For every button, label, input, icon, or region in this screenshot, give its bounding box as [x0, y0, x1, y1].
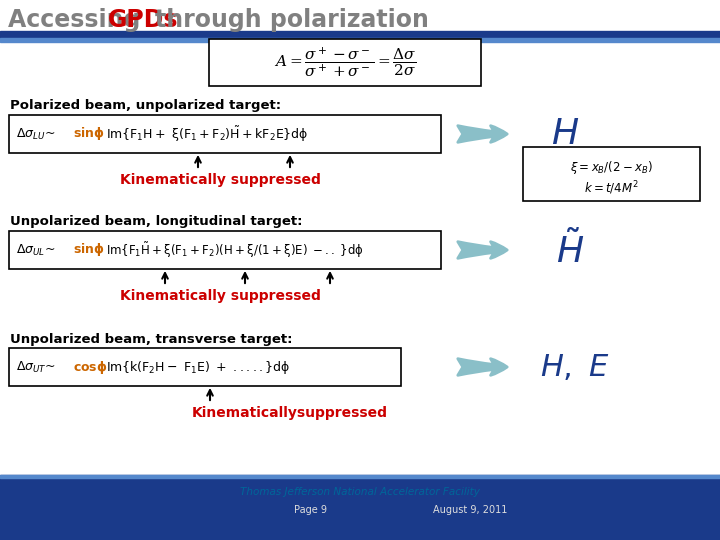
Text: through polarization: through polarization: [155, 8, 429, 32]
Text: Accessing: Accessing: [8, 8, 148, 32]
Text: $\mathbf{sin\phi}$: $\mathbf{sin\phi}$: [73, 125, 104, 143]
Text: $\Delta\sigma_{UL}$~: $\Delta\sigma_{UL}$~: [16, 242, 55, 258]
Text: $\tilde{H}$: $\tilde{H}$: [556, 230, 584, 270]
Bar: [0, 38, 720, 42]
Text: $\Delta\sigma_{UT}$~: $\Delta\sigma_{UT}$~: [16, 360, 55, 375]
Bar: [0, 31, 720, 38]
Text: $A = \dfrac{\sigma^+ - \sigma^-}{\sigma^+ + \sigma^-} = \dfrac{\Delta\sigma}{2\s: $A = \dfrac{\sigma^+ - \sigma^-}{\sigma^…: [274, 45, 416, 79]
Bar: [0, 475, 720, 478]
Text: GPDs: GPDs: [108, 8, 179, 32]
Text: Thomas Jefferson National Accelerator Facility: Thomas Jefferson National Accelerator Fa…: [240, 487, 480, 497]
Text: August 9, 2011: August 9, 2011: [433, 505, 507, 515]
Text: Unpolarized beam, transverse target:: Unpolarized beam, transverse target:: [10, 334, 292, 347]
FancyBboxPatch shape: [9, 115, 441, 153]
Text: $k = t/4M^2$: $k = t/4M^2$: [584, 179, 639, 197]
Text: $\mathrm{Im\{k(F_2H-\ F_1E)\ +\ .....\}d\phi}$: $\mathrm{Im\{k(F_2H-\ F_1E)\ +\ .....\}d…: [106, 359, 290, 375]
Bar: [0, 475, 720, 540]
Text: Polarized beam, unpolarized target:: Polarized beam, unpolarized target:: [10, 98, 281, 111]
Text: Kinematically suppressed: Kinematically suppressed: [120, 173, 320, 187]
FancyBboxPatch shape: [209, 39, 481, 86]
Text: $\mathbf{sin\phi}$: $\mathbf{sin\phi}$: [73, 241, 104, 259]
FancyBboxPatch shape: [9, 231, 441, 269]
Text: $\Delta\sigma_{LU}$~: $\Delta\sigma_{LU}$~: [16, 126, 55, 141]
Text: Kinematically suppressed: Kinematically suppressed: [120, 289, 320, 303]
Text: $\mathrm{Im\{F_1H+\ \xi(F_1+F_2)\tilde{H}+kF_2E\}d\phi}$: $\mathrm{Im\{F_1H+\ \xi(F_1+F_2)\tilde{H…: [106, 124, 308, 144]
Text: Unpolarized beam, longitudinal target:: Unpolarized beam, longitudinal target:: [10, 215, 302, 228]
Text: $H,\ E$: $H,\ E$: [540, 352, 610, 382]
Text: Kinematicallysuppressed: Kinematicallysuppressed: [192, 406, 388, 420]
Text: $\mathbf{cos\phi}$: $\mathbf{cos\phi}$: [73, 359, 107, 375]
FancyBboxPatch shape: [9, 348, 401, 386]
Text: Page 9: Page 9: [294, 505, 326, 515]
Text: $\xi = x_B/(2-x_B)$: $\xi = x_B/(2-x_B)$: [570, 159, 652, 177]
Text: $H$: $H$: [551, 117, 579, 151]
Text: $\mathrm{Im\{F_1\tilde{H}+\xi(F_1+F_2)(H+\xi/(1+\xi)E)\;-..\;\}d\phi}$: $\mathrm{Im\{F_1\tilde{H}+\xi(F_1+F_2)(H…: [106, 240, 364, 260]
FancyBboxPatch shape: [523, 147, 700, 201]
